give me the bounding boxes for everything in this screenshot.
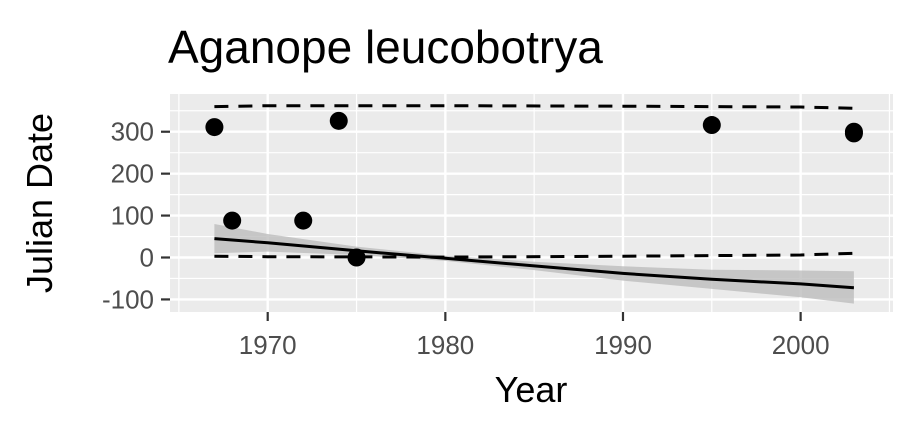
- data-point: [844, 124, 863, 143]
- data-point: [347, 248, 366, 267]
- chart-title: Aganope leucobotrya: [168, 21, 603, 73]
- data-point: [223, 211, 242, 230]
- x-tick-label: 1980: [416, 330, 474, 360]
- x-axis: 1970 1980 1990 2000: [239, 312, 830, 360]
- x-axis-title: Year: [495, 369, 568, 410]
- dashed-lower-line: [214, 251, 854, 259]
- y-tick-label: 0: [140, 243, 154, 273]
- confidence-band: [214, 224, 854, 304]
- fit-line: [214, 237, 855, 290]
- dashed-upper-line: [214, 104, 854, 110]
- x-tick-label: 1990: [594, 330, 652, 360]
- y-tick-label: 200: [111, 159, 154, 189]
- y-axis-title: Julian Date: [19, 113, 60, 293]
- x-tick-label: 1970: [239, 330, 297, 360]
- y-tick-label: 300: [111, 117, 154, 147]
- data-point: [702, 116, 721, 135]
- data-point: [294, 211, 313, 230]
- y-tick-label: 100: [111, 201, 154, 231]
- y-axis: -100 0 100 200 300: [102, 117, 170, 314]
- data-point: [205, 118, 224, 137]
- x-tick-label: 2000: [772, 330, 830, 360]
- data-points: [205, 111, 863, 267]
- y-tick-label: -100: [102, 284, 154, 314]
- data-point: [329, 111, 348, 130]
